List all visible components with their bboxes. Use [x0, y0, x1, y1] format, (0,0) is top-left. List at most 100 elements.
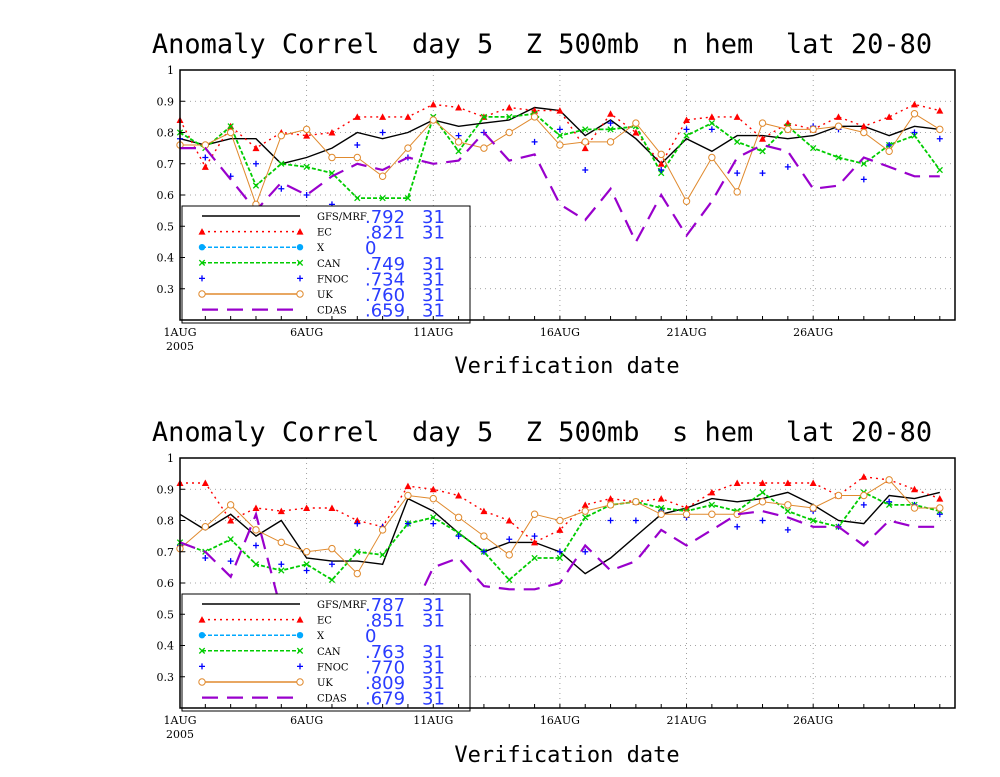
y-tick-label: 0.4: [157, 252, 175, 265]
data-point-can: [860, 160, 867, 167]
y-tick-label: 0.6: [157, 577, 175, 590]
chart-panel-south-hemisphere: Anomaly Correl day 5 Z 500mb s hem lat 2…: [152, 417, 956, 768]
data-point-ec: [860, 122, 868, 130]
x-tick-label: 11AUG: [413, 714, 453, 727]
legend-item-cdas: CDAS .679 31: [202, 689, 445, 710]
data-point-can: [658, 504, 665, 512]
legend-label: X: [317, 631, 325, 642]
data-point-fnoc: [379, 129, 386, 136]
legend-marker: [296, 678, 304, 686]
data-point-can: [303, 561, 310, 568]
plot-frame: [179, 69, 956, 321]
data-point-fnoc: [354, 520, 361, 527]
legend-marker: [199, 275, 205, 282]
legend-score: .770: [365, 657, 405, 678]
data-point-uk: [581, 507, 589, 515]
data-point-ec: [733, 113, 741, 120]
y-tick-label: 0.7: [157, 546, 175, 559]
legend-label: GFS/MRF: [317, 600, 367, 611]
legend-label: UK: [317, 678, 333, 689]
data-point-can: [328, 576, 336, 584]
data-point-uk: [252, 526, 260, 534]
data-point-ec: [303, 132, 311, 139]
legend-marker: [198, 632, 206, 639]
data-point-ec: [328, 504, 336, 511]
data-point-uk: [302, 125, 311, 134]
data-point-can: [708, 119, 716, 127]
series-line-can: [179, 491, 941, 582]
data-point-uk: [784, 501, 792, 509]
legend-count: 31: [422, 254, 445, 275]
legend-score: .787: [365, 595, 405, 616]
data-point-can: [835, 154, 842, 161]
legend-score: 0: [365, 238, 376, 259]
data-point-ec: [683, 116, 691, 123]
data-point-fnoc: [658, 167, 665, 173]
data-point-ec: [252, 504, 260, 511]
legend-item-cdas: CDAS .659 31: [202, 301, 445, 322]
legend-score: .749: [365, 254, 405, 275]
data-point-can: [404, 194, 412, 202]
series-cdas: [179, 509, 940, 671]
data-point-fnoc: [556, 548, 563, 555]
data-point-fnoc: [784, 526, 791, 533]
legend-marker: [198, 678, 206, 686]
data-point-ec: [708, 113, 716, 120]
data-point-fnoc: [556, 126, 563, 133]
legend-marker: [297, 275, 303, 282]
x-tick-label: 21AUG: [667, 714, 707, 727]
data-point-can: [354, 194, 361, 202]
y-tick-label: 0.9: [157, 95, 175, 108]
legend-item-ec: EC .851 31: [198, 611, 445, 632]
legend-marker: [199, 663, 205, 670]
data-point-uk: [784, 125, 792, 134]
data-point-can: [227, 536, 234, 543]
x-tick-year: 2005: [166, 340, 194, 353]
data-point-ec: [759, 135, 767, 142]
data-point-can: [810, 517, 817, 524]
data-point-fnoc: [531, 533, 538, 540]
legend-marker: [296, 290, 304, 298]
data-point-fnoc: [531, 138, 538, 145]
data-point-ec: [353, 517, 361, 524]
data-point-can: [303, 163, 310, 171]
data-point-uk: [404, 144, 412, 152]
legend-label: CDAS: [317, 694, 347, 705]
data-point-can: [278, 567, 285, 574]
x-tick-label: 1AUG: [164, 326, 197, 339]
data-point-uk: [530, 510, 539, 518]
legend-item-can: CAN .763 31: [198, 642, 445, 663]
data-point-ec: [632, 129, 640, 136]
data-point-uk: [429, 116, 437, 124]
data-point-ec: [784, 119, 792, 127]
data-point-uk: [682, 510, 691, 518]
data-point-ec: [556, 107, 564, 114]
data-point-ec: [252, 144, 260, 152]
data-point-ec: [556, 526, 564, 533]
legend-score: 0: [365, 626, 376, 647]
data-point-uk: [682, 197, 691, 205]
data-point-uk: [632, 498, 640, 506]
legend-score: .760: [365, 285, 405, 306]
data-point-fnoc: [886, 142, 893, 148]
data-point-uk: [226, 128, 235, 137]
data-point-ec: [784, 479, 792, 486]
data-point-uk: [606, 501, 615, 509]
data-point-fnoc: [303, 567, 310, 574]
legend-count: 31: [422, 689, 445, 710]
x-axis-label: Verification date: [454, 743, 679, 768]
data-point-fnoc: [202, 555, 209, 561]
y-tick-label: 1: [167, 64, 174, 77]
data-point-can: [556, 132, 564, 139]
legend-item-gfs-mrf: GFS/MRF.792 31: [202, 207, 445, 228]
data-point-can: [379, 194, 386, 202]
legend-count: 31: [422, 207, 445, 228]
data-point-ec: [910, 100, 918, 108]
data-point-fnoc: [708, 126, 715, 133]
data-point-ec: [607, 495, 615, 502]
y-tick-label: 0.7: [157, 158, 175, 171]
data-point-uk: [809, 125, 817, 134]
